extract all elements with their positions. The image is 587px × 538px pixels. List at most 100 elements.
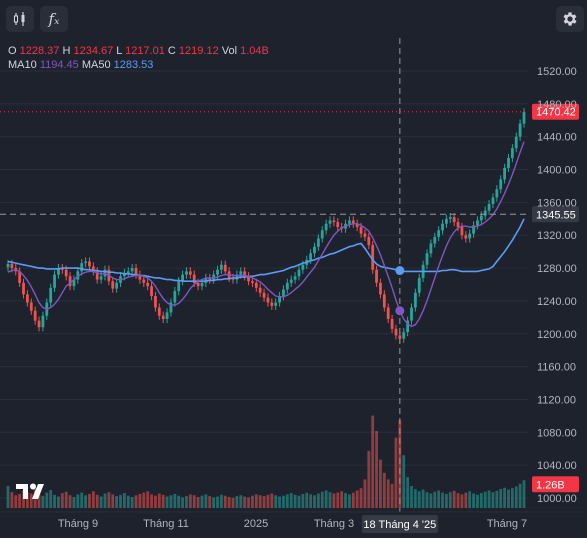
volume-bar — [157, 493, 161, 508]
volume-bar — [188, 494, 192, 508]
ma50-value: 1283.53 — [113, 59, 154, 71]
volume-bar — [320, 491, 324, 508]
volume-bar — [142, 492, 146, 508]
volume-bar — [270, 493, 274, 508]
volume-bar — [379, 459, 382, 508]
tradingview-logo — [16, 483, 44, 499]
ohlc-legend: O 1228.37 H 1234.67 L 1217.01 C 1219.12 … — [8, 44, 269, 72]
volume-bar — [99, 496, 103, 508]
candle-body — [37, 320, 41, 328]
x-tick-label: Tháng 11 — [143, 518, 189, 530]
volume-bar — [309, 494, 313, 508]
open-value: 1228.37 — [19, 45, 60, 57]
candle-body — [266, 297, 270, 303]
volume-bar — [122, 493, 126, 508]
candle-body — [18, 271, 22, 283]
volume-bar — [421, 489, 425, 508]
candle-body — [410, 307, 413, 321]
candle-body — [223, 264, 227, 272]
ma50-line — [7, 218, 525, 282]
candle-body — [192, 274, 196, 283]
candle-body — [491, 197, 495, 205]
volume-bar — [239, 495, 243, 508]
volume-bar — [154, 495, 157, 508]
candle-body — [188, 271, 192, 275]
volume-bar — [6, 486, 10, 508]
y-tick-label: 1160.00 — [537, 362, 576, 374]
toolbar: fₓ — [0, 0, 587, 36]
candle-body — [448, 217, 452, 219]
candle-body — [196, 282, 200, 287]
y-tick-label: 1000.00 — [537, 493, 577, 505]
close-label: C — [167, 45, 176, 57]
ma50-marker — [395, 266, 405, 276]
volume-bar — [452, 490, 456, 508]
volume-bar — [119, 494, 122, 508]
last-volume-badge-bg — [532, 476, 579, 493]
candle-body — [406, 320, 410, 333]
indicators-button[interactable] — [6, 6, 34, 32]
ma10-value: 1194.45 — [39, 59, 79, 71]
volume-bar — [204, 494, 208, 508]
candle-body — [495, 189, 499, 198]
candle-body — [251, 281, 254, 283]
candle-body — [328, 220, 332, 224]
volume-bar — [134, 495, 138, 508]
volume-bar — [216, 496, 219, 508]
volume-bar — [177, 495, 181, 508]
candle-body — [514, 136, 518, 149]
volume-bar — [371, 415, 375, 508]
volume-bar — [503, 487, 507, 508]
volume-bar — [45, 492, 49, 508]
candle-body — [99, 276, 103, 280]
volume-bar — [223, 495, 227, 508]
candle-body — [437, 230, 441, 237]
candle-body — [413, 292, 417, 308]
candle-body — [243, 271, 247, 277]
volume-bar — [18, 493, 22, 508]
volume-bar — [382, 472, 386, 508]
crosshair-price-badge-bg — [532, 206, 579, 223]
candle-body — [262, 292, 266, 298]
candle-body — [138, 274, 142, 280]
volume-bar — [274, 495, 278, 508]
y-axis: 1520.00 1480.00 1440.00 1400.00 1360.00 1320.… — [537, 66, 577, 505]
candle-body — [274, 302, 278, 306]
candle-body — [185, 271, 188, 275]
low-label: L — [116, 45, 123, 57]
candle-body — [181, 274, 184, 282]
candle-body — [29, 302, 33, 311]
volume-bar — [165, 496, 169, 508]
volume-bar — [130, 497, 134, 508]
grid — [0, 70, 528, 499]
volume-bar — [394, 437, 398, 508]
low-value: 1217.01 — [125, 45, 165, 57]
candle-body — [161, 315, 165, 319]
volume-bar — [413, 489, 417, 508]
volume-bar — [68, 495, 72, 508]
candle-body — [10, 263, 14, 269]
candle-body — [258, 287, 262, 293]
volume-bar — [386, 479, 390, 508]
volume-bar — [522, 480, 526, 508]
candle-body — [452, 217, 456, 223]
candle-body — [483, 210, 487, 216]
volume-bar — [107, 492, 111, 508]
formula-button[interactable]: fₓ — [40, 6, 68, 32]
volume-bar — [316, 493, 320, 508]
x-axis: Tháng 9 Tháng 11 2025 Tháng 3 Tháng 7 18 Thán… — [0, 511, 587, 533]
y-tick-label: 1080.00 — [537, 427, 577, 439]
settings-button[interactable] — [556, 6, 584, 32]
candle-body — [150, 286, 153, 296]
volume-bar — [495, 490, 499, 508]
volume-bar — [91, 491, 95, 508]
volume-bar — [491, 492, 495, 508]
volume-bar — [22, 490, 25, 508]
candle-body — [351, 220, 355, 224]
last-price-badge-bg — [532, 103, 579, 120]
candle-body — [316, 238, 320, 247]
ma10-label: MA10 — [8, 59, 37, 71]
volume-bar — [185, 496, 188, 508]
volume-bar — [126, 495, 130, 508]
